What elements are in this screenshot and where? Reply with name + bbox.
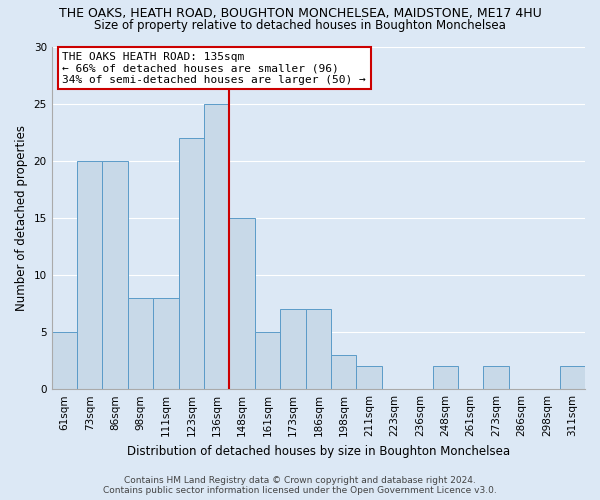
Y-axis label: Number of detached properties: Number of detached properties: [15, 125, 28, 311]
Bar: [229, 218, 255, 389]
Bar: [103, 160, 128, 389]
Bar: [331, 355, 356, 389]
Bar: [128, 298, 153, 389]
Bar: [560, 366, 585, 389]
Bar: [255, 332, 280, 389]
Bar: [204, 104, 229, 389]
Bar: [77, 160, 103, 389]
Text: Contains HM Land Registry data © Crown copyright and database right 2024.
Contai: Contains HM Land Registry data © Crown c…: [103, 476, 497, 495]
Bar: [179, 138, 204, 389]
Bar: [433, 366, 458, 389]
Bar: [153, 298, 179, 389]
Bar: [280, 309, 305, 389]
Text: THE OAKS HEATH ROAD: 135sqm
← 66% of detached houses are smaller (96)
34% of sem: THE OAKS HEATH ROAD: 135sqm ← 66% of det…: [62, 52, 366, 85]
Bar: [305, 309, 331, 389]
X-axis label: Distribution of detached houses by size in Boughton Monchelsea: Distribution of detached houses by size …: [127, 444, 510, 458]
Text: Size of property relative to detached houses in Boughton Monchelsea: Size of property relative to detached ho…: [94, 19, 506, 32]
Bar: [52, 332, 77, 389]
Text: THE OAKS, HEATH ROAD, BOUGHTON MONCHELSEA, MAIDSTONE, ME17 4HU: THE OAKS, HEATH ROAD, BOUGHTON MONCHELSE…: [59, 8, 541, 20]
Bar: [484, 366, 509, 389]
Bar: [356, 366, 382, 389]
